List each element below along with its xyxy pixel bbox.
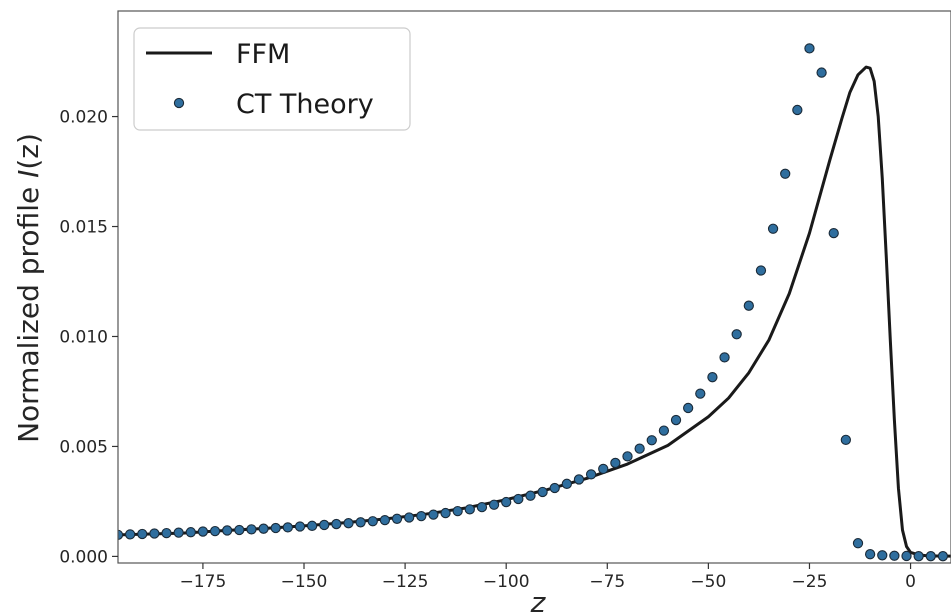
data-point xyxy=(780,168,791,179)
data-point xyxy=(658,425,670,436)
data-point xyxy=(209,525,221,537)
data-point xyxy=(792,104,803,116)
data-point xyxy=(185,527,196,538)
data-point xyxy=(391,513,403,524)
data-point xyxy=(598,463,609,475)
data-point xyxy=(476,501,488,513)
data-point xyxy=(331,518,342,530)
x-tick-label: −25 xyxy=(792,572,828,592)
x-tick-label: −75 xyxy=(589,572,625,592)
data-point xyxy=(234,524,245,536)
data-point xyxy=(270,522,281,534)
data-point xyxy=(840,434,852,445)
data-point xyxy=(646,435,657,446)
legend-marker-swatch xyxy=(173,97,185,109)
x-tick-label: 0 xyxy=(905,572,916,592)
data-point xyxy=(816,67,827,78)
data-point xyxy=(719,352,730,363)
axes: −175 −150 −125 −100 −75 −50 −25 0 0.000 0.005 0.01… xyxy=(59,10,951,592)
data-point xyxy=(222,525,233,536)
data-point xyxy=(913,551,924,562)
data-point xyxy=(416,511,427,522)
data-point xyxy=(319,519,330,531)
data-point xyxy=(695,388,706,399)
series-layer xyxy=(118,43,951,562)
data-point xyxy=(901,550,912,562)
data-point xyxy=(683,402,694,414)
data-point xyxy=(610,457,621,469)
axes-frame xyxy=(117,10,951,564)
data-point xyxy=(561,478,572,489)
legend-label: FFM xyxy=(236,39,290,70)
data-point xyxy=(707,372,718,383)
data-point xyxy=(804,43,815,54)
data-point xyxy=(828,227,839,239)
data-point xyxy=(428,509,439,520)
data-point xyxy=(440,507,451,519)
data-point xyxy=(549,482,560,494)
x-tick-label: −150 xyxy=(281,572,328,592)
data-point xyxy=(731,329,742,340)
data-point xyxy=(925,551,936,562)
data-point xyxy=(452,505,463,517)
data-point xyxy=(161,527,172,539)
data-point xyxy=(889,550,900,561)
data-point xyxy=(513,493,524,505)
data-point xyxy=(488,499,500,510)
x-tick-label: −100 xyxy=(483,572,530,592)
data-point xyxy=(379,514,391,526)
data-point xyxy=(355,517,366,528)
y-tick-label: 0.000 xyxy=(59,547,108,567)
y-tick-label: 0.015 xyxy=(59,218,108,238)
legend: FFM CT Theory xyxy=(133,27,411,131)
data-point xyxy=(306,520,318,531)
data-point xyxy=(622,451,633,462)
x-axis-label: z xyxy=(530,586,547,615)
data-point xyxy=(670,414,682,426)
data-point xyxy=(864,549,876,560)
data-point xyxy=(464,504,475,515)
data-point xyxy=(367,516,378,527)
data-point xyxy=(537,486,548,498)
data-point xyxy=(137,528,148,540)
data-point xyxy=(585,469,597,480)
data-point xyxy=(246,524,257,535)
y-tick-label: 0.010 xyxy=(59,327,108,347)
series-points-1 xyxy=(118,43,949,562)
data-point xyxy=(525,490,536,501)
x-tick-label: −125 xyxy=(382,572,429,592)
data-point xyxy=(282,522,293,533)
data-point xyxy=(634,443,645,454)
data-point xyxy=(852,538,864,549)
data-point xyxy=(343,518,354,529)
data-point xyxy=(149,528,160,539)
data-point xyxy=(258,523,269,534)
x-tick-label: −175 xyxy=(180,572,227,592)
data-point xyxy=(197,526,209,537)
data-point xyxy=(294,521,306,532)
data-point xyxy=(767,223,779,234)
data-point xyxy=(124,529,136,540)
y-tick-label: 0.005 xyxy=(59,437,108,457)
legend-label: CT Theory xyxy=(236,89,374,120)
data-point xyxy=(877,550,888,561)
data-point xyxy=(573,474,585,485)
data-point xyxy=(937,551,949,562)
y-tick-label: 0.020 xyxy=(59,108,108,128)
data-point xyxy=(173,527,184,538)
data-point xyxy=(501,496,512,508)
y-axis-label: Normalized profile I(z) xyxy=(12,133,45,443)
x-tick-label: −50 xyxy=(690,572,726,592)
data-point xyxy=(403,512,415,523)
data-point xyxy=(755,265,767,276)
data-point xyxy=(743,300,754,311)
